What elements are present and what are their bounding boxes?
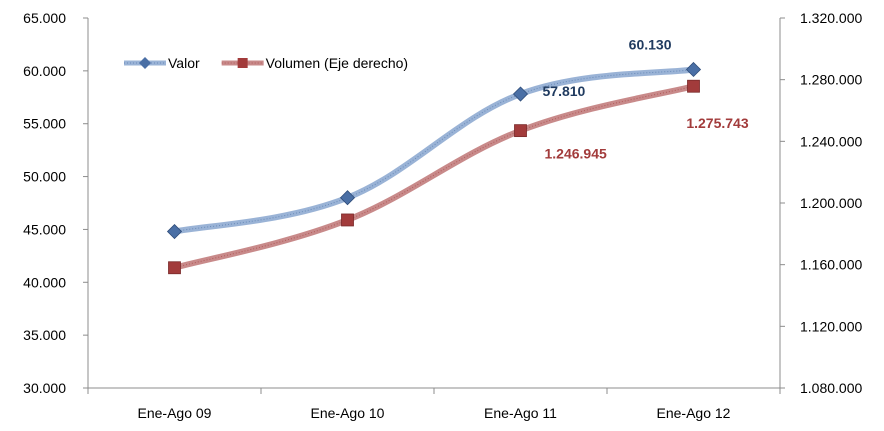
axes-layer: 65.000 60.000 55.000 50.000 45.000 40.000 35.0… [23,10,862,421]
data-point-volumen [514,124,527,138]
x-tick-label: Ene-Ago 09 [138,405,212,421]
data-point-valor [166,223,183,240]
data-label: 1.275.743 [686,115,748,131]
right-y-tick-label: 1.200.000 [800,195,862,211]
right-y-tick-label: 1.160.000 [800,257,862,273]
left-y-tick-label: 55.000 [23,116,66,132]
data-point-valor [685,61,702,78]
left-y-tick-label: 40.000 [23,274,66,290]
data-point-volumen [687,79,700,93]
legend-marker-diamond-icon [139,57,151,69]
right-y-tick-label: 1.080.000 [800,380,862,396]
series-line-1 [171,83,697,271]
data-point-valor [512,86,529,102]
series-line-texture-0 [174,68,694,233]
x-tick-label: Ene-Ago 12 [657,405,731,421]
data-label: 60.130 [629,36,672,52]
right-y-tick-label: 1.280.000 [800,72,862,88]
data-point-volumen [341,213,354,227]
left-y-tick-label: 50.000 [23,169,66,185]
data-label: 57.810 [543,83,586,99]
right-y-tick-label: 1.320.000 [800,10,862,26]
legend-item-0: Valor [124,55,200,71]
data-point-valor [339,190,356,206]
legend-label: Volumen (Eje derecho) [266,55,408,71]
left-y-tick-label: 30.000 [23,380,66,396]
legend-item-1: Volumen (Eje derecho) [221,55,408,71]
legend: Valor Volumen (Eje derecho) [124,55,408,71]
data-point-volumen [168,261,181,275]
legend-label: Valor [168,55,200,71]
series-layer [166,61,702,275]
x-tick-label: Ene-Ago 10 [311,405,385,421]
left-y-tick-label: 45.000 [23,221,66,237]
right-y-tick-label: 1.240.000 [800,133,862,149]
x-tick-label: Ene-Ago 11 [484,405,557,421]
legend-marker-square-icon [237,58,248,68]
left-y-tick-label: 60.000 [23,63,66,79]
data-label: 1.246.945 [545,146,607,162]
data-labels-layer: 57.810 60.130 1.246.945 1.275.743 [543,36,749,161]
left-y-tick-label: 65.000 [23,10,66,26]
series-line-0 [171,66,697,235]
right-y-tick-label: 1.120.000 [800,318,862,334]
series-line-texture-1 [174,85,694,269]
left-y-tick-label: 35.000 [23,327,66,343]
